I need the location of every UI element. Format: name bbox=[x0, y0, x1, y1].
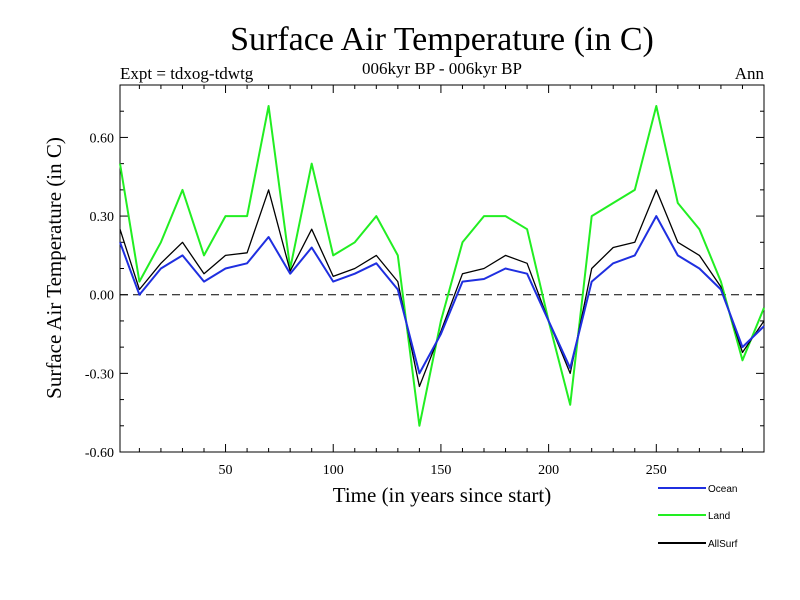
plot-frame bbox=[119, 84, 765, 453]
legend-label-allsurf: AllSurf bbox=[708, 539, 738, 550]
y-tick-label: -0.30 bbox=[85, 367, 114, 382]
x-tick-label: 100 bbox=[323, 463, 344, 478]
legend: Ocean Land AllSurf bbox=[658, 484, 738, 550]
x-tick-label: 250 bbox=[646, 463, 667, 478]
y-tick-label: 0.30 bbox=[90, 210, 115, 225]
y-tick-label: -0.60 bbox=[85, 446, 114, 461]
x-tick-labels: 50 100 150 200 250 bbox=[219, 463, 667, 478]
x-axis-label: Time (in years since start) bbox=[333, 483, 552, 507]
series-line-land bbox=[119, 105, 765, 427]
x-tick-label: 200 bbox=[538, 463, 559, 478]
y-tick-label: 0.60 bbox=[90, 131, 115, 146]
series-line-ocean bbox=[119, 215, 765, 375]
legend-label-land: Land bbox=[708, 511, 730, 522]
season-label: Ann bbox=[735, 64, 765, 83]
period-label: 006kyr BP - 006kyr BP bbox=[362, 59, 522, 78]
chart-title: Surface Air Temperature (in C) bbox=[230, 21, 654, 58]
x-tick-label: 50 bbox=[219, 463, 233, 478]
experiment-label: Expt = tdxog-tdwtg bbox=[120, 64, 254, 83]
y-tick-labels: -0.60 -0.30 0.00 0.30 0.60 bbox=[85, 131, 114, 461]
series-line-allsurf bbox=[119, 189, 765, 388]
y-tick-label: 0.00 bbox=[90, 289, 115, 304]
legend-label-ocean: Ocean bbox=[708, 484, 737, 495]
y-axis-label: Surface Air Temperature (in C) bbox=[42, 137, 66, 399]
axis-ticks bbox=[120, 84, 764, 453]
series-lines bbox=[119, 105, 765, 427]
x-tick-label: 150 bbox=[430, 463, 451, 478]
